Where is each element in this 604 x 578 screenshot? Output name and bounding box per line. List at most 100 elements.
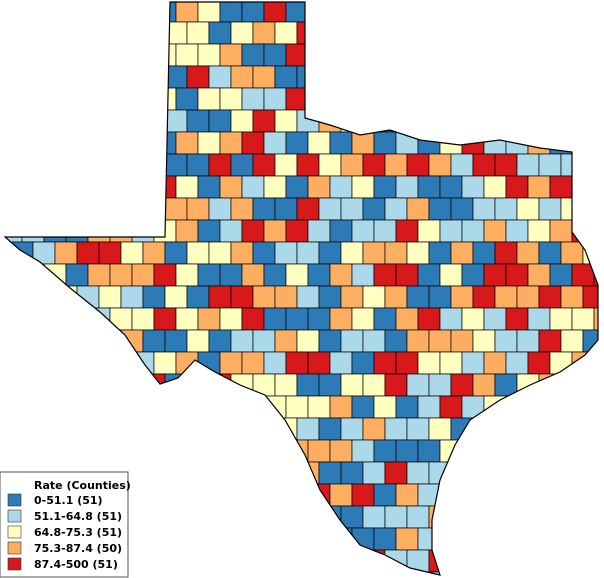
county <box>21 219 45 243</box>
county <box>175 483 199 507</box>
county <box>395 263 419 287</box>
county <box>65 351 89 375</box>
county <box>43 175 67 199</box>
county <box>164 373 188 397</box>
county <box>582 329 598 353</box>
county <box>384 505 408 529</box>
county <box>241 395 265 419</box>
county <box>87 131 111 155</box>
county <box>395 87 419 111</box>
county <box>340 329 364 353</box>
county <box>164 109 188 133</box>
county <box>153 439 177 463</box>
county <box>186 373 210 397</box>
county <box>395 219 419 243</box>
county <box>406 285 430 309</box>
county <box>549 395 573 419</box>
county <box>351 483 375 507</box>
county <box>54 197 78 221</box>
county <box>450 461 474 485</box>
county <box>76 153 100 177</box>
county <box>5 219 23 243</box>
county <box>10 417 34 441</box>
county <box>32 153 56 177</box>
county <box>307 307 331 331</box>
county <box>384 65 408 89</box>
county <box>131 219 155 243</box>
county <box>32 241 56 265</box>
county <box>494 285 518 309</box>
county <box>98 373 122 397</box>
county <box>516 197 540 221</box>
county <box>197 351 221 375</box>
county <box>549 2 573 23</box>
county <box>417 439 441 463</box>
county <box>296 505 320 529</box>
county <box>296 21 320 45</box>
county <box>153 263 177 287</box>
county <box>439 2 463 23</box>
county <box>230 285 254 309</box>
county <box>406 21 430 45</box>
county <box>285 439 309 463</box>
county <box>395 439 419 463</box>
county <box>329 2 353 23</box>
county <box>362 21 386 45</box>
county <box>516 241 540 265</box>
county <box>87 43 111 67</box>
county <box>318 417 342 441</box>
county <box>54 153 78 177</box>
county <box>175 263 199 287</box>
county <box>43 395 67 419</box>
county <box>142 197 166 221</box>
county <box>417 131 441 155</box>
county <box>142 153 166 177</box>
county <box>21 351 45 375</box>
county <box>241 307 265 331</box>
county <box>406 153 430 177</box>
county <box>5 329 12 353</box>
county <box>43 351 67 375</box>
county <box>109 351 133 375</box>
county <box>10 65 34 89</box>
county <box>593 483 598 507</box>
county <box>186 109 210 133</box>
county <box>241 43 265 67</box>
county <box>197 527 221 551</box>
county <box>175 43 199 67</box>
county <box>384 21 408 45</box>
county <box>417 263 441 287</box>
county <box>516 461 540 485</box>
county <box>263 439 287 463</box>
county <box>549 527 573 551</box>
county <box>417 351 441 375</box>
county <box>516 549 540 573</box>
county <box>230 417 254 441</box>
county <box>362 373 386 397</box>
county <box>582 549 598 573</box>
county <box>5 65 12 89</box>
county <box>5 175 23 199</box>
county <box>538 461 562 485</box>
county <box>461 527 485 551</box>
county <box>340 197 364 221</box>
county <box>54 109 78 133</box>
county <box>527 87 551 111</box>
county <box>65 43 89 67</box>
county <box>494 21 518 45</box>
county <box>21 307 45 331</box>
county <box>582 505 598 529</box>
county <box>450 329 474 353</box>
county <box>197 395 221 419</box>
county <box>263 131 287 155</box>
county <box>560 65 584 89</box>
county <box>87 175 111 199</box>
county <box>186 241 210 265</box>
county <box>362 417 386 441</box>
legend-label: 87.4-500 (51) <box>34 558 118 571</box>
county <box>54 285 78 309</box>
county <box>505 395 529 419</box>
county <box>65 307 89 331</box>
county <box>153 395 177 419</box>
